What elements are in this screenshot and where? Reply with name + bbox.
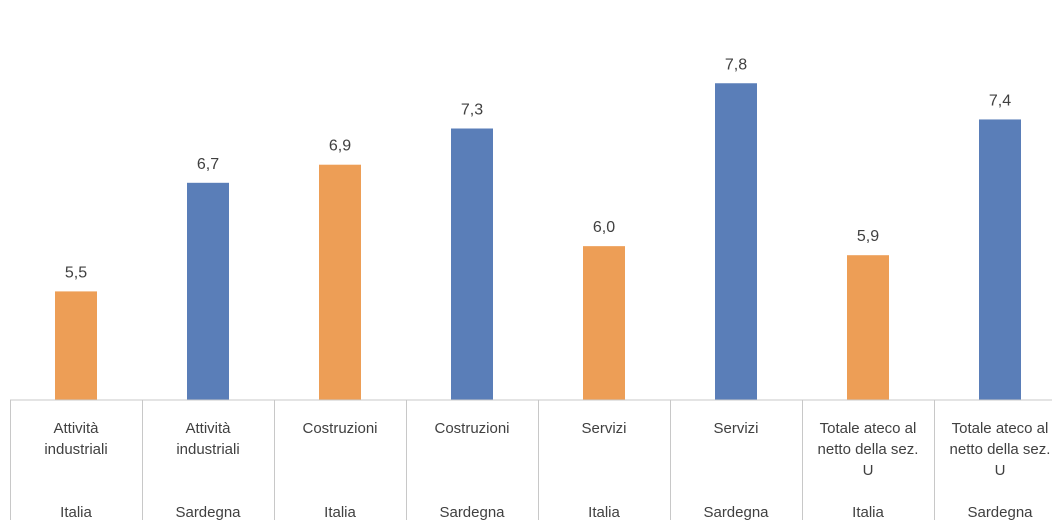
group-tick-label: Sardegna	[703, 504, 769, 520]
data-label: 7,4	[989, 92, 1011, 109]
group-tick-label: Italia	[324, 504, 356, 520]
category-tick-label: Costruzioni	[302, 420, 377, 437]
category-tick-label: U	[863, 462, 874, 479]
bar	[187, 182, 229, 400]
category-tick-label: Attività	[185, 420, 231, 437]
category-tick-label: industriali	[44, 441, 107, 458]
bar	[583, 246, 625, 400]
data-label: 5,9	[857, 228, 879, 245]
data-label: 6,7	[197, 156, 219, 173]
category-tick-label: industriali	[176, 441, 239, 458]
group-tick-label: Sardegna	[967, 504, 1033, 520]
bar	[715, 83, 757, 400]
category-tick-label: Totale ateco al	[820, 420, 917, 437]
category-tick-label: Attività	[53, 420, 99, 437]
category-tick-label: U	[995, 462, 1006, 479]
group-tick-label: Italia	[588, 504, 620, 520]
data-label: 5,5	[65, 264, 87, 281]
data-label: 7,3	[461, 102, 483, 119]
group-tick-label: Sardegna	[439, 504, 505, 520]
category-tick-label: Servizi	[713, 420, 758, 437]
bar	[319, 164, 361, 400]
bar	[979, 119, 1021, 400]
data-label: 6,9	[329, 138, 351, 155]
category-tick-label: Totale ateco al	[952, 420, 1049, 437]
category-gridlines	[10, 399, 1052, 520]
bars-group	[55, 83, 1021, 400]
group-tick-label: Italia	[60, 504, 92, 520]
group-tick-label: Italia	[852, 504, 884, 520]
data-label: 6,0	[593, 219, 615, 236]
category-tick-label: netto della sez.	[950, 441, 1051, 458]
category-tick-label: Servizi	[581, 420, 626, 437]
category-tick-label: Costruzioni	[434, 420, 509, 437]
bar	[847, 255, 889, 400]
bar	[55, 291, 97, 400]
labels-group: 5,5 Attività industriali Italia 6,7 Attività i…	[44, 56, 1050, 520]
category-tick-label: netto della sez.	[818, 441, 919, 458]
bar	[451, 128, 493, 400]
group-tick-label: Sardegna	[175, 504, 241, 520]
data-label: 7,8	[725, 56, 747, 73]
